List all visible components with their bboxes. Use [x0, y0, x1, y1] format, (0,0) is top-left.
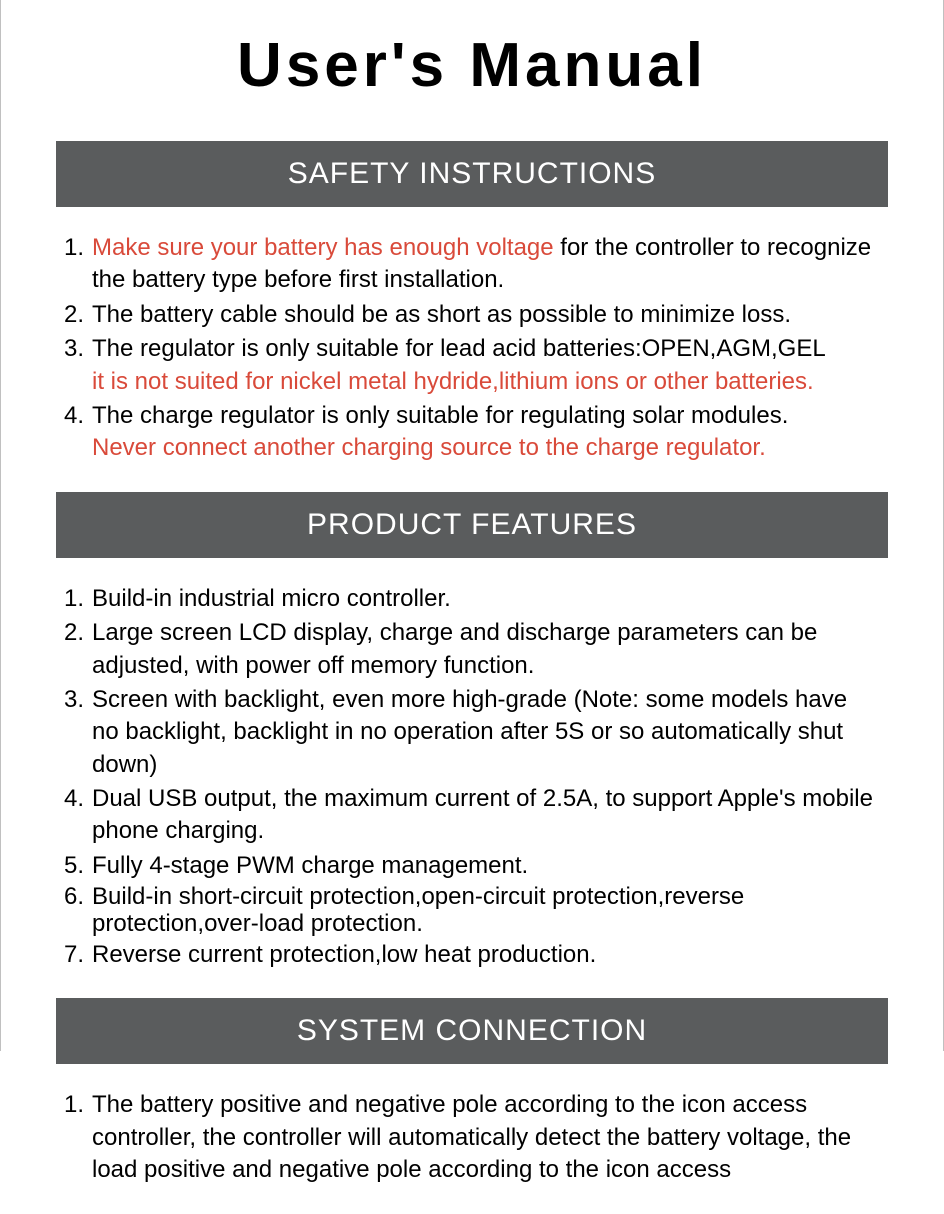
item-number: 1. [64, 1089, 92, 1186]
feature-item-5: 5. Fully 4-stage PWM charge management. [64, 850, 880, 882]
item-text: The battery cable should be as short as … [92, 299, 880, 331]
item-text: Screen with backlight, even more high-gr… [92, 684, 880, 781]
item-text: Reverse current protection,low heat prod… [92, 939, 880, 971]
feature-item-2: 2. Large screen LCD display, charge and … [64, 617, 880, 682]
feature-item-6: 6. Build-in short-circuit protection,ope… [64, 884, 880, 937]
item-number: 2. [64, 617, 92, 682]
item-number: 4. [64, 783, 92, 848]
page-title: User's Manual [56, 30, 888, 101]
item-number: 7. [64, 939, 92, 971]
item-text: The regulator is only suitable for lead … [92, 333, 880, 398]
safety-item-3: 3. The regulator is only suitable for le… [64, 333, 880, 398]
item-number: 5. [64, 850, 92, 882]
item-text: Large screen LCD display, charge and dis… [92, 617, 880, 682]
item-text: Build-in industrial micro controller. [92, 583, 880, 615]
feature-item-3: 3. Screen with backlight, even more high… [64, 684, 880, 781]
system-item-1: 1. The battery positive and negative pol… [64, 1089, 880, 1186]
item-number: 3. [64, 684, 92, 781]
item-number: 2. [64, 299, 92, 331]
safety-item-4: 4. The charge regulator is only suitable… [64, 400, 880, 465]
system-content: 1. The battery positive and negative pol… [56, 1089, 888, 1213]
item-text: Dual USB output, the maximum current of … [92, 783, 880, 848]
item-number: 3. [64, 333, 92, 398]
item-text: The battery positive and negative pole a… [92, 1089, 880, 1186]
features-content: 1. Build-in industrial micro controller.… [56, 583, 888, 999]
safety-content: 1. Make sure your battery has enough vol… [56, 232, 888, 492]
feature-item-7: 7. Reverse current protection,low heat p… [64, 939, 880, 971]
item-number: 1. [64, 583, 92, 615]
item-number: 1. [64, 232, 92, 297]
item-number: 4. [64, 400, 92, 465]
section-header-system: SYSTEM CONNECTION [56, 998, 888, 1064]
item-text: Make sure your battery has enough voltag… [92, 232, 880, 297]
item-text: The charge regulator is only suitable fo… [92, 400, 880, 465]
section-header-safety: SAFETY INSTRUCTIONS [56, 141, 888, 207]
manual-page: User's Manual SAFETY INSTRUCTIONS 1. Mak… [0, 0, 944, 1051]
item-number: 6. [64, 884, 92, 937]
safety-item-2: 2. The battery cable should be as short … [64, 299, 880, 331]
item-text: Fully 4-stage PWM charge management. [92, 850, 880, 882]
feature-item-4: 4. Dual USB output, the maximum current … [64, 783, 880, 848]
section-header-features: PRODUCT FEATURES [56, 492, 888, 558]
safety-item-1: 1. Make sure your battery has enough vol… [64, 232, 880, 297]
feature-item-1: 1. Build-in industrial micro controller. [64, 583, 880, 615]
item-text: Build-in short-circuit protection,open-c… [92, 884, 880, 937]
